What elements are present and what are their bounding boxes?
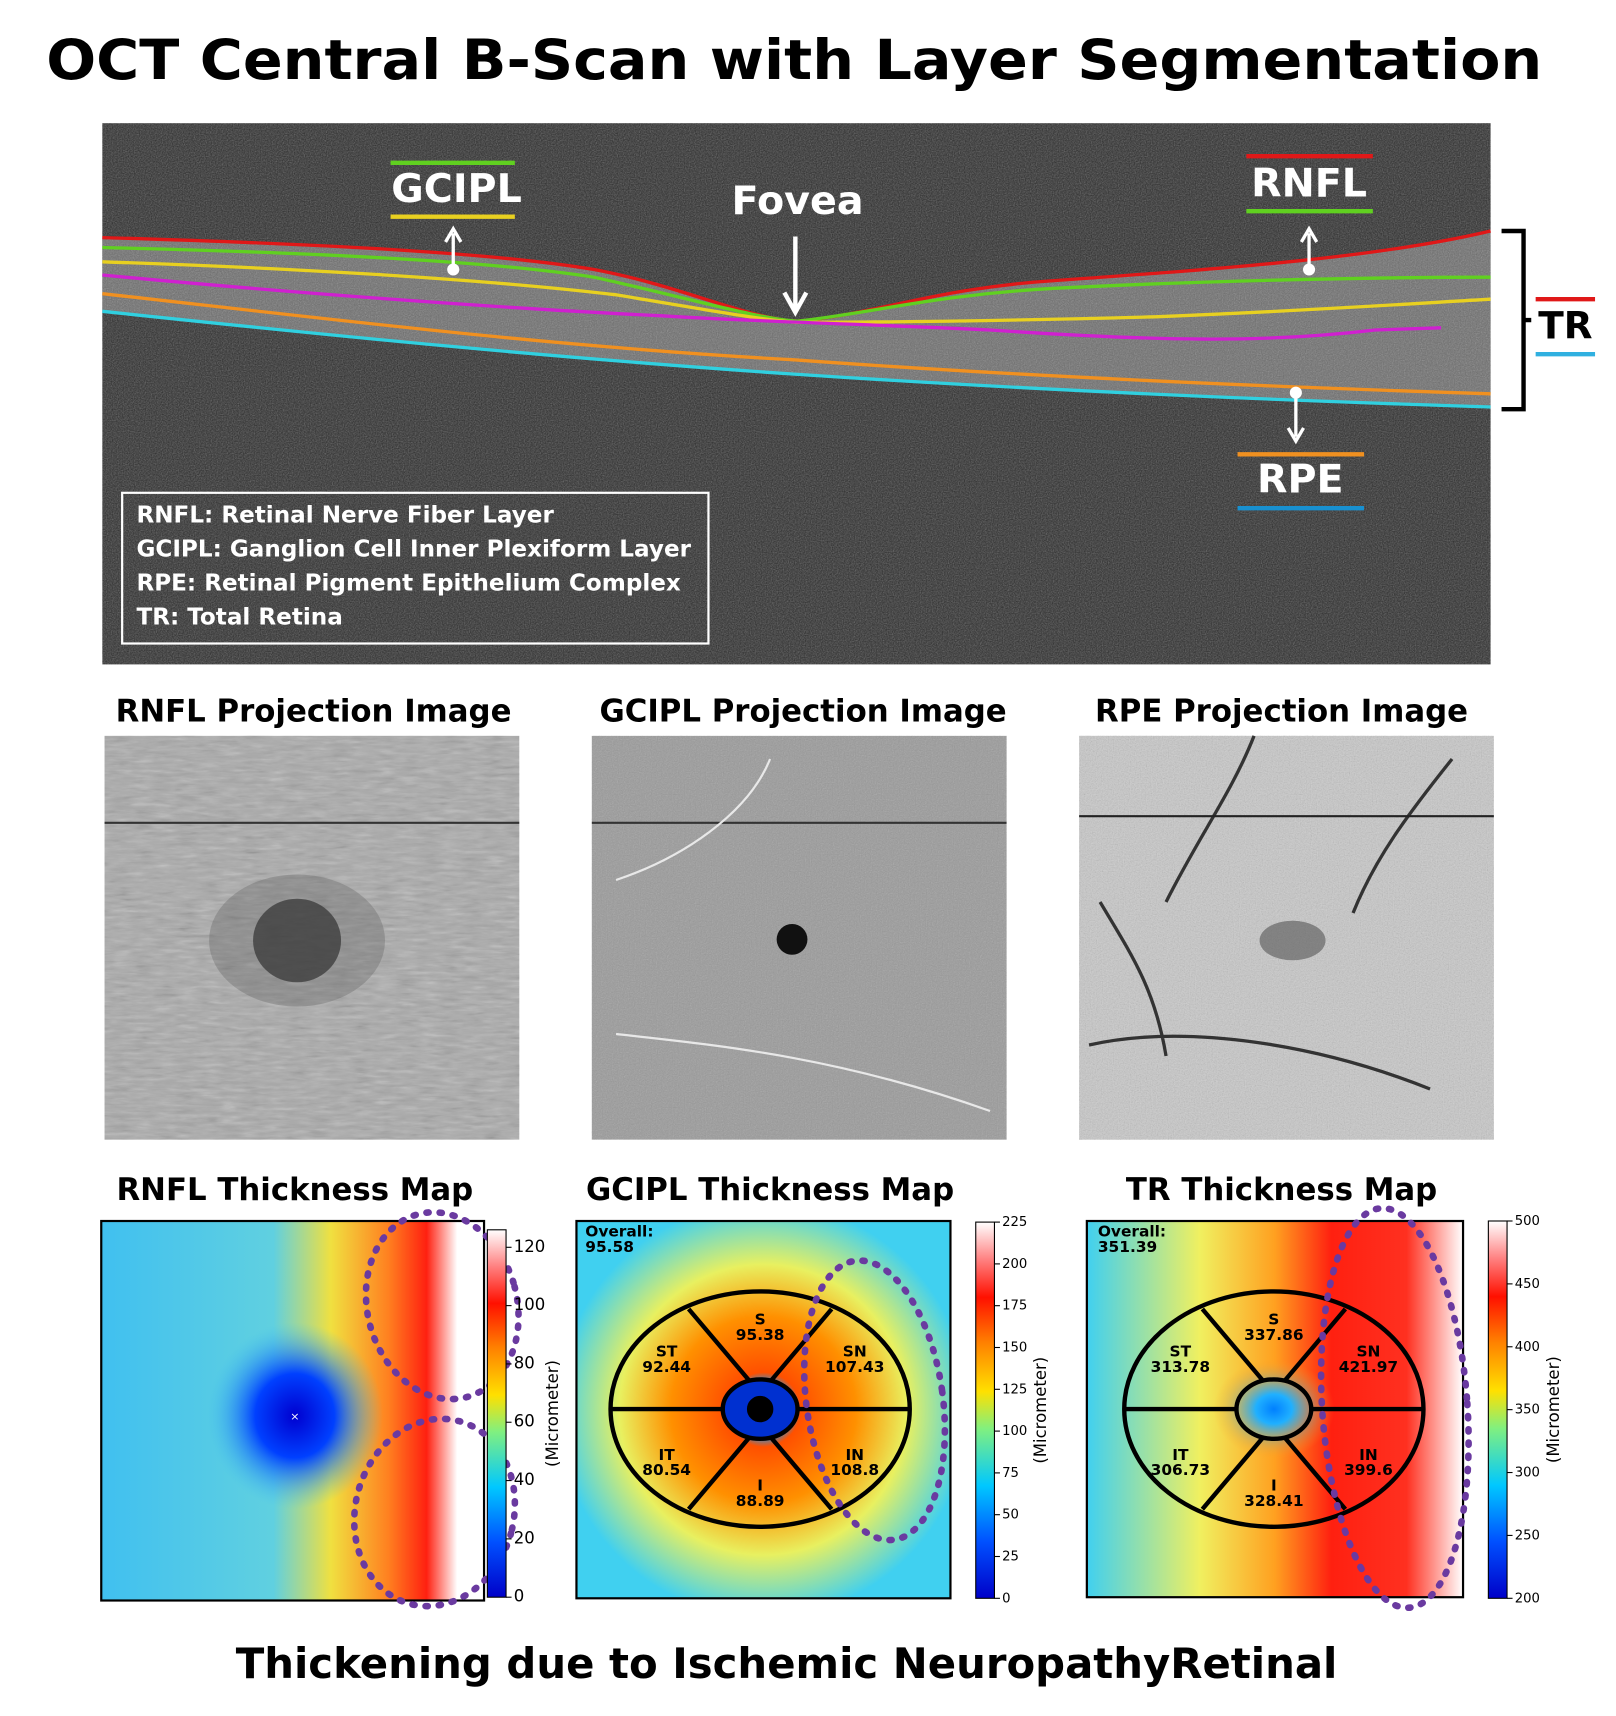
colorbar-tick-label: 250	[1515, 1528, 1540, 1543]
legend-item: TR: Total Retina	[136, 605, 342, 631]
sector-name: I	[757, 1477, 763, 1495]
overall-value: 351.39	[1098, 1238, 1157, 1256]
colorbar-tick-label: 60	[514, 1412, 535, 1431]
colorbar-label: (Micrometer)	[1544, 1356, 1563, 1463]
colorbar-tick-label: 25	[1002, 1550, 1019, 1565]
colorbar-tick-label: 500	[1515, 1214, 1540, 1229]
tr-bracket	[1501, 228, 1532, 412]
b-scan: GCIPL Fovea RNFL RPE TR RNFL: Retinal Ne…	[102, 123, 1596, 665]
label: RPE	[1257, 456, 1344, 502]
colorbar	[1487, 1220, 1508, 1599]
panel-title: GCIPL Thickness Map	[586, 1172, 954, 1208]
legend-item: RPE: Retinal Pigment Epithelium Complex	[136, 571, 680, 597]
colorbar-tick-label: 0	[514, 1587, 525, 1606]
label: Fovea	[732, 178, 864, 224]
sector-name: I	[1271, 1477, 1277, 1495]
legend-item: GCIPL: Ganglion Cell Inner Plexiform Lay…	[136, 537, 691, 563]
projections: RNFL Projection Image GCIPL Projection I…	[104, 693, 1494, 1140]
sector-value: 328.41	[1244, 1492, 1303, 1510]
sector-name: S	[755, 1311, 766, 1329]
sector-value: 337.86	[1244, 1326, 1303, 1344]
colorbar-tick-label: 400	[1515, 1340, 1540, 1355]
colorbar-tick-label: 350	[1515, 1403, 1540, 1418]
label: GCIPL	[391, 166, 522, 212]
sector-name: SN	[843, 1342, 867, 1360]
panel-title: TR Thickness Map	[1126, 1172, 1437, 1208]
title: OCT Central B-Scan with Layer Segmentati…	[46, 28, 1542, 92]
sector-value: 108.8	[830, 1461, 879, 1479]
panel-title: RPE Projection Image	[1095, 693, 1468, 729]
colorbar-tick-label: 80	[514, 1353, 535, 1372]
colorbar-tick-label: 75	[1002, 1466, 1019, 1481]
colorbar-tick-label: 125	[1002, 1382, 1027, 1397]
colorbar-tick-label: 50	[1002, 1508, 1019, 1523]
sector-value: 92.44	[642, 1358, 691, 1376]
sector-name: S	[1268, 1311, 1279, 1329]
colorbar	[975, 1221, 995, 1599]
colorbar-tick-label: 200	[1002, 1257, 1027, 1272]
panel-title: GCIPL Projection Image	[599, 693, 1006, 729]
colorbar-label: (Micrometer)	[543, 1360, 562, 1467]
sector-value: 80.54	[642, 1461, 691, 1479]
overall-label: Overall:	[585, 1223, 653, 1241]
colorbar-tick-label: 175	[1002, 1299, 1027, 1314]
footer: Thickening due to Ischemic NeuropathyRet…	[236, 1639, 1338, 1688]
highlight-ovals	[350, 1204, 1472, 1612]
sector-name: ST	[656, 1342, 678, 1360]
sector-value: 107.43	[825, 1358, 884, 1376]
sector-value: 421.97	[1339, 1358, 1398, 1376]
legend-item: RNFL: Retinal Nerve Fiber Layer	[136, 502, 554, 528]
label: RNFL	[1251, 160, 1367, 206]
colorbar-label: (Micrometer)	[1031, 1357, 1050, 1464]
colorbar-tick-label: 100	[1002, 1424, 1027, 1439]
svg-text:×: ×	[290, 1410, 299, 1423]
legend-box	[121, 491, 710, 645]
overall-label: Overall:	[1098, 1223, 1166, 1241]
sector-name: IT	[1172, 1446, 1189, 1464]
sector-value: 306.73	[1151, 1461, 1210, 1479]
sector-name: SN	[1356, 1342, 1380, 1360]
panel-title: RNFL Thickness Map	[116, 1172, 473, 1208]
etdrs-grids	[608, 1289, 1426, 1530]
colorbar-tick-label: 450	[1515, 1277, 1540, 1292]
sector-value: 95.38	[736, 1326, 785, 1344]
sector-name: IN	[1359, 1446, 1378, 1464]
label: TR	[1538, 303, 1593, 347]
colorbar-tick-label: 40	[514, 1470, 535, 1489]
sector-name: ST	[1170, 1342, 1192, 1360]
colorbar-tick-label: 300	[1515, 1466, 1540, 1481]
colorbar-tick-label: 0	[1002, 1591, 1010, 1606]
colorbar-tick-label: 120	[514, 1237, 546, 1256]
colorbar-tick-label: 20	[514, 1528, 535, 1547]
overall-value: 95.58	[585, 1238, 634, 1256]
colorbar-tick-label: 225	[1002, 1215, 1027, 1230]
layers	[102, 229, 1491, 409]
colorbar-tick-label: 150	[1002, 1341, 1027, 1356]
sector-value: 88.89	[736, 1492, 785, 1510]
sector-value: 399.6	[1344, 1461, 1393, 1479]
colorbar	[486, 1229, 507, 1598]
sector-name: IN	[845, 1446, 864, 1464]
arrows	[444, 225, 1319, 445]
sector-name: IT	[659, 1446, 676, 1464]
panel-title: RNFL Projection Image	[116, 693, 512, 729]
colorbar-tick-label: 100	[514, 1295, 546, 1314]
sector-value: 313.78	[1151, 1358, 1210, 1376]
colorbar-tick-label: 200	[1515, 1591, 1540, 1606]
